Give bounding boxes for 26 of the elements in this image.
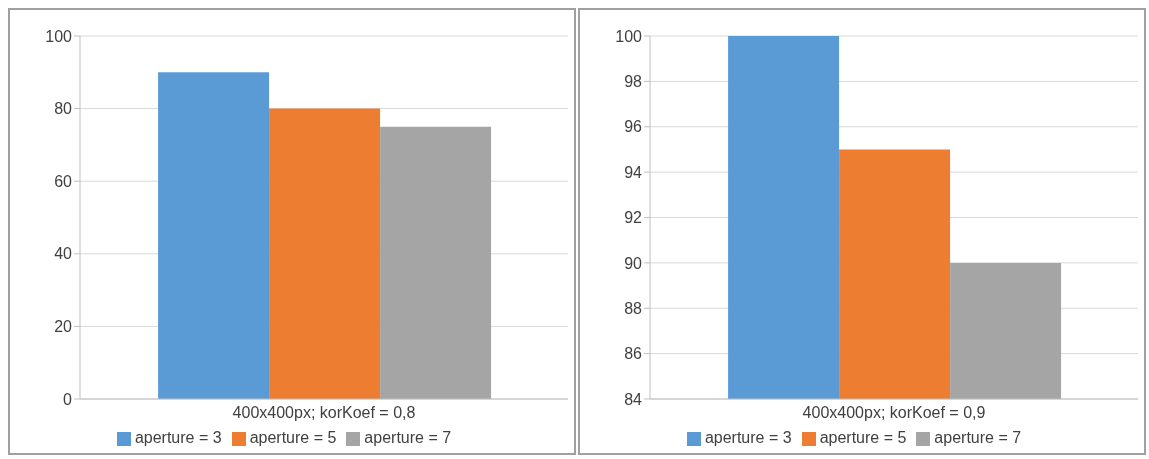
x-tick-label: 400x400px; korKoef = 0,8 — [232, 404, 416, 422]
y-tick-label: 90 — [624, 254, 643, 272]
y-tick-label: 84 — [624, 390, 643, 408]
bar — [269, 108, 381, 399]
y-tick-label: 88 — [624, 299, 643, 317]
y-tick-label: 92 — [624, 209, 643, 227]
y-tick-label: 20 — [54, 318, 73, 336]
legend-label: aperture = 7 — [364, 429, 452, 446]
y-tick-label: 86 — [624, 345, 643, 363]
bar — [158, 72, 270, 399]
bar — [380, 126, 492, 399]
legend-label: aperture = 5 — [249, 429, 337, 446]
x-tick-label: 400x400px; korKoef = 0,9 — [802, 404, 986, 422]
legend-label: aperture = 7 — [934, 429, 1022, 446]
legend-label: aperture = 3 — [704, 429, 792, 446]
y-tick-label: 60 — [54, 172, 73, 190]
y-tick-label: 40 — [54, 245, 73, 263]
y-tick-label: 96 — [624, 118, 643, 136]
y-tick-label: 0 — [63, 390, 73, 408]
legend-label: aperture = 5 — [819, 429, 907, 446]
y-tick-label: 100 — [615, 27, 643, 45]
legend-label: aperture = 3 — [134, 429, 222, 446]
y-tick-label: 98 — [624, 73, 643, 91]
y-tick-label: 80 — [54, 100, 73, 118]
y-tick-label: 100 — [45, 27, 73, 45]
y-tick-label: 94 — [624, 163, 643, 181]
